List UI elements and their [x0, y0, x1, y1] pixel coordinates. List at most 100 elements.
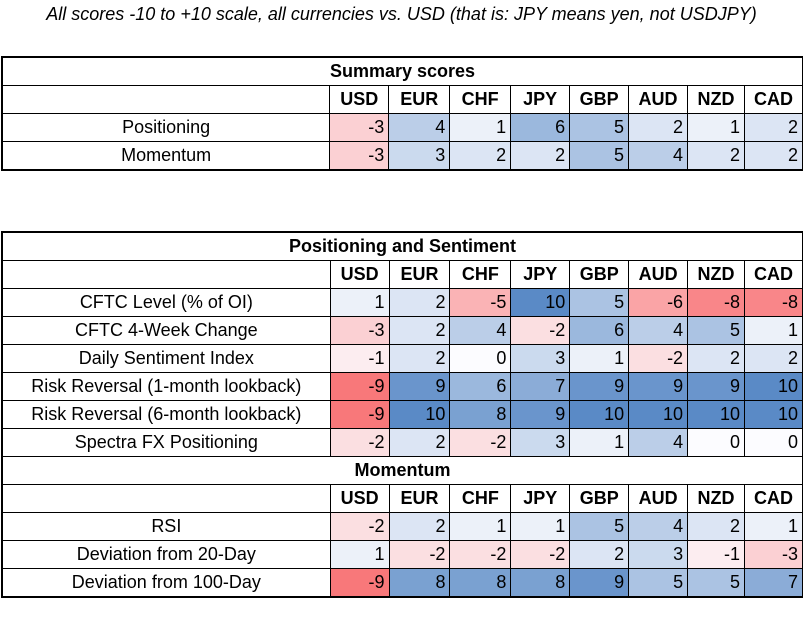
currency-header-cad: CAD	[744, 484, 803, 513]
score-row: Positioning -3 4 1 6 5 2 1 2	[1, 113, 803, 142]
score-cell-eur: 2	[388, 288, 451, 317]
currency-header-eur: EUR	[388, 85, 451, 114]
score-cell-cad: 2	[744, 344, 803, 373]
positioning-sentiment-rows: CFTC Level (% of OI) 1 2 -5 10 5 -6 -8 -8 CFTC 4-…	[2, 288, 803, 457]
row-label: Risk Reversal (6-month lookback)	[2, 400, 331, 429]
score-cell-gbp: 9	[569, 568, 630, 597]
score-cell-nzd: 10	[687, 400, 745, 429]
score-cell-chf: 4	[449, 316, 512, 345]
score-cell-chf: 1	[449, 512, 512, 541]
currency-header-aud: AUD	[628, 260, 689, 289]
currency-header-nzd: NZD	[687, 484, 745, 513]
score-cell-eur: 2	[388, 344, 451, 373]
score-cell-jpy: 7	[510, 372, 571, 401]
score-cell-chf: 1	[449, 113, 512, 142]
currency-header-aud: AUD	[628, 85, 688, 114]
section-title: Summary scores	[2, 57, 803, 86]
score-cell-cad: -3	[744, 540, 803, 569]
score-cell-aud: 4	[628, 512, 689, 541]
score-cell-usd: -9	[329, 568, 390, 597]
score-row: CFTC Level (% of OI) 1 2 -5 10 5 -6 -8 -8	[2, 288, 803, 317]
score-cell-jpy: 2	[510, 141, 571, 170]
score-row: Risk Reversal (1-month lookback) -9 9 6 7 9 9 9…	[2, 372, 803, 401]
score-cell-nzd: 9	[687, 372, 745, 401]
currency-header-usd: USD	[329, 484, 390, 513]
score-cell-cad: 10	[744, 372, 803, 401]
row-label: Momentum	[1, 141, 331, 170]
currency-header-row: USD EUR CHF JPY GBP AUD NZD CAD	[2, 484, 803, 513]
score-cell-usd: -1	[329, 344, 390, 373]
row-label: Daily Sentiment Index	[2, 344, 331, 373]
score-cell-eur: 4	[388, 113, 451, 142]
score-row: Daily Sentiment Index -1 2 0 3 1 -2 2 2	[2, 344, 803, 373]
score-cell-aud: 2	[628, 113, 688, 142]
score-cell-nzd: 5	[687, 568, 745, 597]
score-cell-chf: 2	[449, 141, 512, 170]
score-cell-usd: 1	[329, 288, 390, 317]
score-cell-eur: 10	[388, 400, 451, 429]
score-cell-aud: -2	[628, 344, 689, 373]
currency-header-chf: CHF	[449, 260, 512, 289]
score-cell-chf: 0	[449, 344, 512, 373]
score-row: Momentum -3 3 2 2 5 4 2 2	[1, 141, 803, 170]
score-cell-gbp: 1	[569, 428, 630, 457]
section-title: Positioning and Sentiment	[2, 232, 803, 261]
score-cell-chf: 8	[449, 400, 512, 429]
score-row: Risk Reversal (6-month lookback) -9 10 8 9 10…	[2, 400, 803, 429]
score-cell-nzd: 2	[687, 344, 745, 373]
currency-header-chf: CHF	[449, 484, 512, 513]
score-cell-aud: -6	[628, 288, 689, 317]
score-cell-eur: 8	[388, 568, 451, 597]
score-cell-aud: 5	[628, 568, 689, 597]
row-label: CFTC 4-Week Change	[2, 316, 331, 345]
currency-header-usd: USD	[329, 260, 390, 289]
score-cell-chf: -2	[449, 540, 512, 569]
score-cell-aud: 10	[628, 400, 689, 429]
score-cell-aud: 3	[628, 540, 689, 569]
score-cell-chf: -2	[449, 428, 512, 457]
score-cell-aud: 9	[628, 372, 689, 401]
score-cell-eur: 2	[388, 512, 451, 541]
currency-header-gbp: GBP	[569, 85, 630, 114]
score-cell-usd: -2	[329, 428, 390, 457]
score-cell-jpy: 9	[510, 400, 571, 429]
score-cell-gbp: 2	[569, 540, 630, 569]
currency-header-aud: AUD	[628, 484, 689, 513]
score-cell-eur: -2	[388, 540, 451, 569]
section-title-row: Positioning and Sentiment	[2, 232, 803, 261]
score-cell-usd: -3	[329, 316, 390, 345]
section-title-row: Momentum	[2, 456, 803, 485]
score-cell-usd: -2	[329, 512, 390, 541]
score-cell-gbp: 5	[569, 512, 630, 541]
score-cell-jpy: 3	[510, 428, 571, 457]
row-label: Risk Reversal (1-month lookback)	[2, 372, 331, 401]
currency-header-cad: CAD	[744, 260, 803, 289]
score-cell-eur: 9	[388, 372, 451, 401]
score-cell-usd: 1	[329, 540, 390, 569]
currency-header-chf: CHF	[449, 85, 512, 114]
score-cell-jpy: -2	[510, 316, 571, 345]
currency-header-eur: EUR	[388, 260, 451, 289]
currency-header-jpy: JPY	[510, 85, 571, 114]
score-cell-jpy: 3	[510, 344, 571, 373]
score-cell-jpy: 6	[510, 113, 571, 142]
score-cell-jpy: 1	[510, 512, 571, 541]
score-cell-jpy: 8	[510, 568, 571, 597]
score-cell-aud: 4	[628, 428, 689, 457]
score-cell-gbp: 6	[569, 316, 630, 345]
section-title: Momentum	[2, 456, 803, 485]
score-cell-cad: 10	[744, 400, 803, 429]
currency-header-gbp: GBP	[569, 260, 630, 289]
score-cell-nzd: 1	[687, 113, 745, 142]
scale-note: All scores -10 to +10 scale, all currenc…	[46, 4, 757, 24]
currency-header-nzd: NZD	[687, 85, 745, 114]
currency-header-cad: CAD	[743, 85, 803, 114]
score-cell-usd: -9	[329, 372, 390, 401]
score-cell-usd: -3	[329, 141, 390, 170]
currency-header-usd: USD	[329, 85, 390, 114]
row-label: CFTC Level (% of OI)	[2, 288, 331, 317]
currency-header-row: USD EUR CHF JPY GBP AUD NZD CAD	[1, 85, 803, 114]
score-cell-cad: -8	[744, 288, 803, 317]
score-cell-eur: 2	[388, 316, 451, 345]
score-row: CFTC 4-Week Change -3 2 4 -2 6 4 5 1	[2, 316, 803, 345]
